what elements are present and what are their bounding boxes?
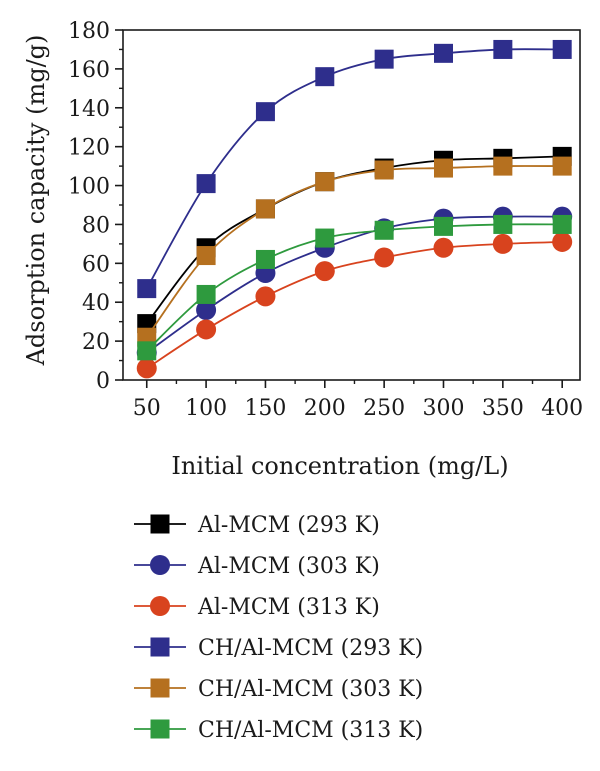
data-point — [137, 341, 157, 361]
data-point — [255, 199, 275, 219]
legend-entry: Al-MCM (313 K) — [134, 595, 380, 620]
legend-entry: Al-MCM (293 K) — [134, 513, 380, 538]
legend-marker — [150, 637, 170, 657]
data-point — [493, 39, 513, 59]
legend-label: Al-MCM (303 K) — [197, 554, 380, 579]
data-point — [552, 39, 572, 59]
legend-entry: CH/Al-MCM (293 K) — [134, 636, 423, 661]
y-tick-label: 60 — [82, 252, 110, 277]
data-point — [196, 300, 217, 320]
legend-label: Al-MCM (293 K) — [197, 513, 380, 538]
legend-marker — [150, 555, 170, 575]
data-point — [374, 220, 394, 240]
data-point — [196, 284, 216, 304]
legend-label: CH/Al-MCM (313 K) — [198, 718, 423, 743]
x-tick-label: 100 — [185, 396, 227, 421]
y-axis-title: Adsorption capacity (mg/g) — [22, 35, 50, 367]
series-5 — [137, 156, 572, 347]
y-tick-label: 0 — [96, 369, 110, 394]
data-point — [552, 156, 572, 176]
data-point — [315, 228, 335, 248]
x-tick-label: 250 — [363, 396, 405, 421]
x-tick-label: 150 — [244, 396, 286, 421]
y-tick-label: 100 — [68, 175, 110, 200]
legend-marker — [150, 514, 170, 534]
legend-label: CH/Al-MCM (293 K) — [198, 636, 423, 661]
y-tick-label: 140 — [68, 97, 110, 122]
plot-frame — [122, 29, 581, 381]
data-point — [492, 233, 513, 254]
legend-marker — [150, 596, 170, 616]
y-tick-label: 20 — [82, 330, 110, 355]
x-tick-label: 400 — [541, 396, 583, 421]
series-6 — [137, 214, 572, 361]
data-point — [315, 172, 335, 192]
legend: Al-MCM (293 K) Al-MCM (303 K) Al-MCM (313 … — [134, 513, 423, 743]
data-point — [374, 49, 394, 69]
data-point — [196, 246, 216, 266]
data-point — [315, 67, 335, 87]
legend-entry: CH/Al-MCM (313 K) — [134, 718, 423, 743]
y-tick-label: 120 — [68, 136, 110, 161]
data-point — [433, 237, 454, 258]
x-tick-label: 350 — [482, 396, 524, 421]
legend-label: Al-MCM (313 K) — [197, 595, 380, 620]
series-3 — [136, 231, 573, 379]
data-point — [493, 214, 513, 234]
legend-label: CH/Al-MCM (303 K) — [198, 677, 423, 702]
y-tick-label: 160 — [68, 58, 110, 83]
x-tick-label: 300 — [422, 396, 464, 421]
data-point — [552, 231, 573, 252]
data-point — [552, 214, 572, 234]
series-4 — [137, 39, 572, 299]
axes: 0 20 40 60 80 100 120 140 160 180 50 100 150 200 250 30… — [68, 19, 583, 421]
legend-marker — [150, 678, 170, 698]
data-point — [433, 43, 453, 63]
data-point — [433, 158, 453, 178]
x-axis-title: Initial concentration (mg/L) — [171, 452, 508, 480]
data-point — [255, 286, 276, 307]
legend-entry: Al-MCM (303 K) — [134, 554, 380, 579]
y-tick-label: 40 — [82, 291, 110, 316]
plot-area — [136, 39, 573, 379]
data-point — [196, 174, 216, 194]
y-tick-label: 180 — [68, 19, 110, 44]
data-point — [255, 102, 275, 122]
data-point — [493, 156, 513, 176]
x-tick-label: 200 — [304, 396, 346, 421]
legend-entry: CH/Al-MCM (303 K) — [134, 677, 423, 702]
data-point — [196, 319, 217, 340]
y-tick-label: 80 — [82, 213, 110, 238]
data-point — [314, 261, 335, 282]
data-point — [433, 216, 453, 236]
data-point — [137, 279, 157, 299]
data-point — [374, 160, 394, 180]
data-point — [136, 358, 157, 379]
x-tick-label: 50 — [133, 396, 161, 421]
data-point — [374, 247, 395, 268]
legend-marker — [150, 719, 170, 739]
data-point — [255, 249, 275, 269]
